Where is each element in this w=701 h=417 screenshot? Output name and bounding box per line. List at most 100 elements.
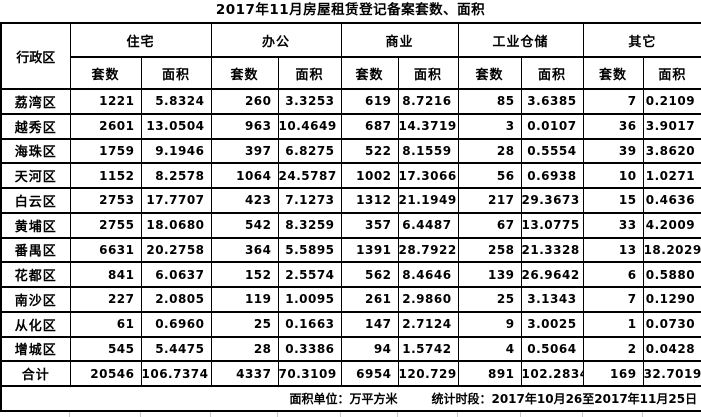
value-cell: 2.9860 — [397, 286, 459, 313]
total-row: 合计 20546 106.7374 4337 70.3109 6954 120.729 891… — [0, 360, 701, 387]
value-cell: 0.5064 — [520, 335, 584, 363]
value-cell: 10.4649 — [277, 112, 342, 140]
value-cell: 2 — [582, 335, 644, 363]
value-cell: 522 — [340, 137, 399, 165]
value-cell: 39 — [582, 137, 644, 165]
value-cell: 562 — [340, 261, 399, 288]
table-body: 荔湾区 1221 5.8324 260 3.3253 619 8.7216 85 3.6385 7… — [0, 88, 701, 387]
value-cell: 1312 — [340, 187, 399, 214]
value-cell: 0.4636 — [642, 187, 701, 214]
value-cell: 3.0025 — [520, 310, 584, 338]
value-cell: 18.2029 — [642, 236, 701, 264]
header-area: 面积 — [140, 56, 212, 90]
value-cell: 29.3673 — [520, 187, 584, 214]
value-cell: 8.2578 — [140, 162, 212, 189]
value-cell: 7.1273 — [277, 187, 342, 214]
value-cell: 1759 — [69, 137, 142, 165]
value-cell: 687 — [340, 112, 399, 140]
area-unit-label: 面积单位：万平方米 — [289, 392, 398, 406]
header-count: 套数 — [582, 56, 644, 90]
value-cell: 120.729 — [397, 360, 459, 387]
value-cell: 7 — [582, 88, 644, 115]
value-cell: 261 — [340, 286, 399, 313]
value-cell: 6.4487 — [397, 211, 459, 239]
value-cell: 6631 — [69, 236, 142, 264]
district-row: 白云区 2753 17.7707 423 7.1273 1312 21.1949 217 29.… — [0, 187, 701, 214]
value-cell: 0.0428 — [642, 335, 701, 363]
value-cell: 3.8620 — [642, 137, 701, 165]
district-label: 花都区 — [0, 261, 71, 288]
faint-gridline — [397, 412, 398, 417]
footer-note-row: 面积单位：万平方米 统计时段：2017年10月26至2017年11月25日 — [0, 385, 701, 412]
footer-note-cell: 面积单位：万平方米 统计时段：2017年10月26至2017年11月25日 — [0, 385, 701, 412]
district-label: 荔湾区 — [0, 88, 71, 115]
header-district: 行政区 — [0, 22, 71, 90]
district-row: 从化区 61 0.6960 25 0.1663 147 2.7124 9 3.0025 1 0.07… — [0, 310, 701, 338]
value-cell: 0.0107 — [520, 112, 584, 140]
value-cell: 260 — [210, 88, 279, 115]
value-cell: 0.5880 — [642, 261, 701, 288]
faint-gridline — [642, 412, 643, 417]
district-row: 增城区 545 5.4475 28 0.3386 94 1.5742 4 0.5064 2 0.04… — [0, 335, 701, 363]
value-cell: 20.2758 — [140, 236, 212, 264]
value-cell: 119 — [210, 286, 279, 313]
value-cell: 94 — [340, 335, 399, 363]
header-count: 套数 — [457, 56, 522, 90]
value-cell: 6 — [582, 261, 644, 288]
value-cell: 1221 — [69, 88, 142, 115]
value-cell: 0.1290 — [642, 286, 701, 313]
value-cell: 85 — [457, 88, 522, 115]
value-cell: 0.1663 — [277, 310, 342, 338]
header-count: 套数 — [210, 56, 279, 90]
value-cell: 0.6960 — [140, 310, 212, 338]
value-cell: 6.8275 — [277, 137, 342, 165]
value-cell: 13.0775 — [520, 211, 584, 239]
value-cell: 106.7374 — [140, 360, 212, 387]
value-cell: 1 — [582, 310, 644, 338]
faint-gridline — [140, 412, 141, 417]
header-group-office: 办公 — [210, 22, 342, 58]
value-cell: 891 — [457, 360, 522, 387]
value-cell: 258 — [457, 236, 522, 264]
table-footer: 面积单位：万平方米 统计时段：2017年10月26至2017年11月25日 — [0, 385, 701, 412]
value-cell: 4337 — [210, 360, 279, 387]
district-label: 增城区 — [0, 335, 71, 363]
value-cell: 25 — [210, 310, 279, 338]
value-cell: 5.8324 — [140, 88, 212, 115]
value-cell: 28 — [210, 335, 279, 363]
district-row: 黄埔区 2755 18.0680 542 8.3259 357 6.4487 67 13.077… — [0, 211, 701, 239]
value-cell: 841 — [69, 261, 142, 288]
value-cell: 2.0805 — [140, 286, 212, 313]
header-sub-row: 套数 面积 套数 面积 套数 面积 套数 面积 套数 面积 — [1, 56, 701, 90]
value-cell: 2.7124 — [397, 310, 459, 338]
header-count: 套数 — [69, 56, 142, 90]
value-cell: 423 — [210, 187, 279, 214]
value-cell: 6.0637 — [140, 261, 212, 288]
value-cell: 2.5574 — [277, 261, 342, 288]
faint-gridline — [69, 412, 70, 417]
value-cell: 1.0095 — [277, 286, 342, 313]
value-cell: 1391 — [340, 236, 399, 264]
value-cell: 20546 — [69, 360, 142, 387]
value-cell: 28 — [457, 137, 522, 165]
value-cell: 13.0504 — [140, 112, 212, 140]
value-cell: 70.3109 — [277, 360, 342, 387]
value-cell: 2753 — [69, 187, 142, 214]
district-label: 番禺区 — [0, 236, 71, 264]
district-label: 白云区 — [0, 187, 71, 214]
value-cell: 4.2009 — [642, 211, 701, 239]
value-cell: 21.3328 — [520, 236, 584, 264]
value-cell: 32.7019 — [642, 360, 701, 387]
value-cell: 67 — [457, 211, 522, 239]
report-title: 2017年11月房屋租赁登记备案套数、面积 — [215, 2, 486, 18]
value-cell: 6954 — [340, 360, 399, 387]
value-cell: 0.0730 — [642, 310, 701, 338]
value-cell: 2755 — [69, 211, 142, 239]
value-cell: 0.3386 — [277, 335, 342, 363]
value-cell: 61 — [69, 310, 142, 338]
value-cell: 227 — [69, 286, 142, 313]
value-cell: 25 — [457, 286, 522, 313]
value-cell: 3.3253 — [277, 88, 342, 115]
value-cell: 1002 — [340, 162, 399, 189]
